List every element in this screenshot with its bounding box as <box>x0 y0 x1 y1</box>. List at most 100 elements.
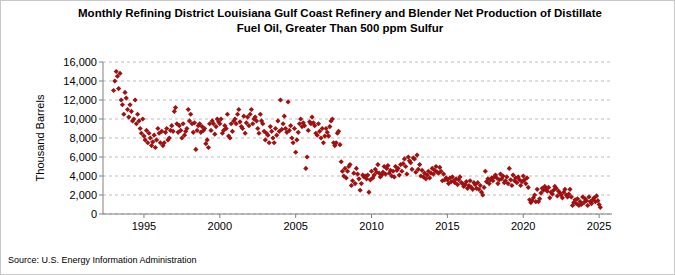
x-tick-label: 2010 <box>359 220 383 232</box>
source: Source: U.S. Energy Information Administ… <box>8 255 197 265</box>
x-tick <box>371 214 372 218</box>
x-tick-label: 2005 <box>283 220 307 232</box>
point <box>532 192 537 197</box>
grid-line <box>103 119 612 120</box>
x-tick <box>143 214 144 218</box>
point <box>392 174 397 179</box>
point <box>417 162 422 167</box>
y-tick-label: 16,000 <box>63 56 97 68</box>
point <box>280 121 285 126</box>
point <box>278 97 283 102</box>
y-tick <box>99 176 103 177</box>
point <box>120 102 125 107</box>
point <box>202 126 207 131</box>
point <box>205 137 210 142</box>
point <box>321 140 326 145</box>
point <box>293 150 298 155</box>
y-tick-label: 8,000 <box>69 132 97 144</box>
point <box>598 205 603 210</box>
point <box>355 172 360 177</box>
point <box>416 167 421 172</box>
point <box>122 90 127 95</box>
point <box>279 127 284 132</box>
point <box>345 169 350 174</box>
y-tick-label: 14,000 <box>63 75 97 87</box>
point <box>140 116 145 121</box>
point <box>383 172 388 177</box>
point <box>218 116 223 121</box>
point <box>127 102 132 107</box>
point <box>309 115 314 120</box>
point <box>351 171 356 176</box>
point <box>366 190 371 195</box>
point <box>358 188 363 193</box>
point <box>241 114 246 119</box>
point <box>138 126 143 131</box>
y-tick-label: 4,000 <box>69 170 97 182</box>
point <box>170 129 175 134</box>
point <box>153 145 158 150</box>
point <box>117 71 122 76</box>
point <box>480 192 485 197</box>
point <box>162 140 167 145</box>
point <box>482 185 487 190</box>
x-tick-label: 1995 <box>132 220 156 232</box>
point <box>441 172 446 177</box>
point <box>296 130 301 135</box>
point <box>594 193 599 198</box>
point <box>272 140 277 145</box>
point <box>273 126 278 131</box>
point <box>274 133 279 138</box>
point <box>154 137 159 142</box>
point <box>586 194 591 199</box>
point <box>290 140 295 145</box>
point <box>504 174 509 179</box>
point <box>470 187 475 192</box>
point <box>169 123 174 128</box>
point <box>282 114 287 119</box>
point <box>212 132 217 137</box>
markers <box>111 69 603 210</box>
point <box>181 121 186 126</box>
point <box>255 126 260 131</box>
grid-line <box>103 100 612 101</box>
point <box>135 112 140 117</box>
title-line: Monthly Refining District Louisiana Gulf… <box>78 7 602 19</box>
point <box>159 129 164 134</box>
y-tick-label: 0 <box>91 208 97 220</box>
point <box>359 181 364 186</box>
x-tick <box>523 214 524 218</box>
point <box>403 164 408 169</box>
point <box>256 131 261 136</box>
point <box>224 126 229 131</box>
point <box>263 137 268 142</box>
frame <box>1 1 675 275</box>
x-tick-label: 2000 <box>208 220 232 232</box>
point <box>409 167 414 172</box>
point <box>288 123 293 128</box>
point <box>414 153 419 158</box>
point <box>119 97 124 102</box>
point <box>302 123 307 128</box>
y-tick-label: 12,000 <box>63 94 97 106</box>
point <box>336 129 341 134</box>
point <box>269 129 274 134</box>
point <box>188 112 193 117</box>
point <box>464 179 469 184</box>
chart-container: Monthly Refining District Louisiana Gulf… <box>0 0 675 275</box>
point <box>354 166 359 171</box>
point <box>508 177 513 182</box>
point <box>397 172 402 177</box>
point <box>152 133 157 138</box>
y-tick <box>99 119 103 120</box>
point <box>155 126 160 131</box>
point <box>327 124 332 129</box>
x-tick <box>295 214 296 218</box>
y-tick <box>99 157 103 158</box>
point <box>298 116 303 121</box>
point <box>547 195 552 200</box>
grid-line <box>103 62 612 63</box>
y-tick <box>99 195 103 196</box>
y-tick <box>99 81 103 82</box>
point <box>365 172 370 177</box>
